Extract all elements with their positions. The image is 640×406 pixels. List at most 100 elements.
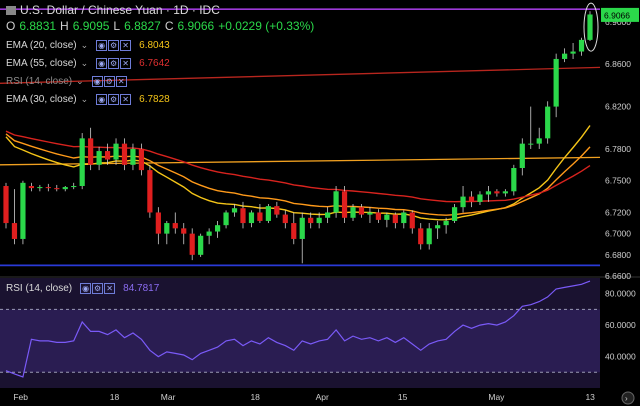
candle-down [147,170,153,213]
candle-up [79,138,85,186]
candle-up [71,186,77,188]
candle-up [435,225,441,229]
candle-up [206,231,212,236]
x-tick-label: 15 [398,392,408,402]
candle-up [587,14,593,40]
candle-down [282,214,288,224]
candle-down [494,191,500,194]
candle-down [358,207,365,215]
price-tick-label: 6.7000 [605,229,631,239]
gear-icon[interactable]: ⚙ [108,58,120,69]
close-icon[interactable]: ✕ [120,94,132,105]
close-icon[interactable]: ✕ [120,58,132,69]
eye-icon[interactable]: ◉ [96,40,108,51]
candle-down [257,212,263,221]
chevron-down-icon[interactable]: ⌄ [76,76,84,86]
open-value: 6.8831 [19,19,57,33]
chevron-down-icon[interactable]: ⌄ [80,40,89,50]
change-value: +0.0229 (+0.33%) [218,19,315,33]
candle-down [138,148,145,171]
close-icon[interactable]: ✕ [104,283,116,294]
candle-down [418,228,424,245]
candle-up [198,235,204,255]
x-tick-label: Mar [161,392,176,402]
close-icon[interactable]: ✕ [115,76,127,87]
gear-icon[interactable]: ⚙ [103,76,115,87]
indicator-label: RSI (14, close) [6,76,73,87]
candle-up [231,208,238,213]
candle-up [578,39,585,52]
candle-down [121,143,128,165]
candle-down [88,138,94,165]
candle-up [401,212,407,224]
high-label: H [60,19,69,33]
eye-icon[interactable]: ◉ [91,76,103,87]
rsi-tick-label: 80.0000 [605,289,636,299]
close-value: 6.9066 [177,19,215,33]
price-tick-label: 6.7500 [605,176,631,186]
candle-up [528,143,534,145]
eye-icon[interactable]: ◉ [80,283,92,294]
indicator-ema30[interactable]: EMA (30, close) ⌄ ◉ ⚙ ✕ 6.7828 [6,94,170,105]
rsi-line [5,280,591,378]
gear-icon[interactable]: ⚙ [92,283,104,294]
indicator-ema20[interactable]: EMA (20, close) ⌄ ◉ ⚙ ✕ 6.8043 [6,40,170,51]
rsi-header[interactable]: RSI (14, close) ◉ ⚙ ✕ 84.7817 [6,283,159,294]
candle-down [45,187,51,189]
candle-down [240,208,246,224]
candle-up [519,143,525,168]
candle-up [460,196,466,208]
rsi-tick-label: 40.0000 [605,352,636,362]
indicator-ema55[interactable]: EMA (55, close) ⌄ ◉ ⚙ ✕ 6.7642 [6,58,170,69]
low-value: 6.8827 [124,19,161,33]
candle-up [443,220,449,226]
candle-down [172,223,178,229]
candle-up [62,187,68,190]
eye-icon[interactable]: ◉ [96,58,108,69]
candle-up [451,207,458,221]
rsi-tick-label: 60.0000 [605,320,636,330]
indicator-controls: ◉ ⚙ ✕ [96,40,132,51]
candle-down [181,228,187,234]
symbol-title[interactable]: U.S. Dollar / Chinese Yuan · 1D · IDC [20,3,220,17]
ohlc-row: O 6.8831 H 6.9095 L 6.8827 C 6.9066 +0.0229 … [6,19,314,33]
x-tick-label: May [488,392,505,402]
chevron-down-icon[interactable]: ⌄ [80,58,89,68]
ema20-line [5,125,591,221]
candle-down [291,223,297,239]
chevron-down-icon[interactable]: ⌄ [80,94,89,104]
indicator-value: 6.7642 [139,58,170,69]
x-tick-label: 18 [250,392,260,402]
candle-up [511,168,517,192]
candle-down [375,212,382,220]
indicator-label: EMA (55, close) [6,58,77,69]
indicator-controls: ◉ ⚙ ✕ [96,94,132,105]
close-label: C [164,19,174,33]
close-icon[interactable]: ✕ [120,40,132,51]
rsi-label: RSI (14, close) [6,283,73,294]
indicator-controls: ◉ ⚙ ✕ [96,58,132,69]
indicator-rsi-hidden[interactable]: RSI (14, close) ⌄ ◉ ⚙ ✕ [6,76,131,87]
gear-icon[interactable]: ⚙ [108,94,120,105]
x-tick-label: 13 [585,392,595,402]
x-tick-label: 18 [110,392,120,402]
price-tick-label: 6.6800 [605,250,631,260]
gear-icon[interactable]: ⚙ [108,40,120,51]
candle-up [299,217,305,239]
x-tick-label: Apr [316,392,329,402]
candle-up [37,187,43,189]
eye-icon[interactable]: ◉ [96,94,108,105]
candle-down [274,206,280,215]
candle-down [341,191,348,218]
candle-down [468,196,475,202]
candle-down [11,223,18,239]
candle-up [477,194,483,202]
indicator-label: EMA (20, close) [6,40,77,51]
candle-down [3,186,9,224]
symbol-flag-icon [6,5,16,15]
candle-up [570,51,576,54]
price-tick-label: 6.7800 [605,144,631,154]
candle-up [20,182,26,239]
